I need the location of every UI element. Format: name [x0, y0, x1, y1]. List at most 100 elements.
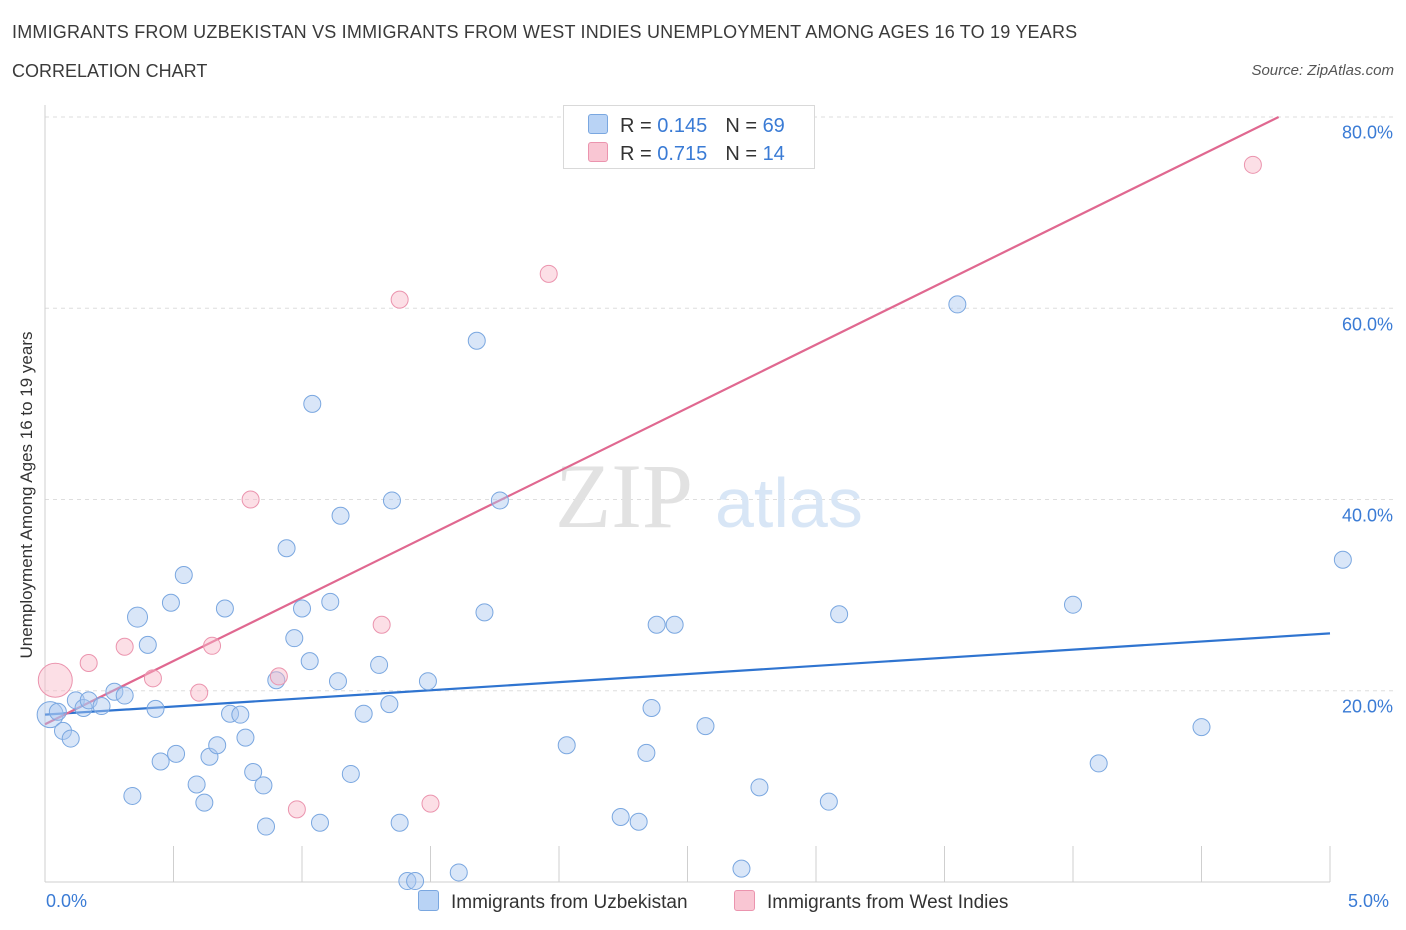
- data-points: [36, 155, 1352, 891]
- data-point-uzbekistan: [341, 764, 360, 783]
- x-tick-label: 5.0%: [1348, 891, 1390, 911]
- data-point-uzbekistan: [310, 813, 329, 832]
- data-point-west-indies: [269, 667, 288, 686]
- watermark-atlas: atlas: [715, 464, 863, 542]
- data-point-uzbekistan: [293, 599, 311, 618]
- data-point-uzbekistan: [61, 729, 80, 748]
- data-point-uzbekistan: [647, 615, 666, 634]
- y-axis-label: Unemployment Among Ages 16 to 19 years: [17, 331, 36, 659]
- data-point-west-indies: [79, 654, 98, 673]
- data-point-uzbekistan: [750, 778, 769, 797]
- data-point-uzbekistan: [146, 699, 165, 718]
- data-point-uzbekistan: [490, 491, 509, 510]
- data-point-uzbekistan: [354, 704, 373, 723]
- data-point-uzbekistan: [1192, 718, 1211, 737]
- bottom-legend-swatch-uzbekistan: [418, 890, 439, 911]
- data-point-uzbekistan: [629, 812, 648, 831]
- y-tick-label: 60.0%: [1341, 314, 1393, 335]
- data-point-west-indies: [287, 800, 306, 819]
- data-point-west-indies: [190, 683, 209, 702]
- data-point-uzbekistan: [398, 872, 417, 891]
- data-point-uzbekistan: [611, 807, 630, 826]
- data-point-uzbekistan: [449, 863, 468, 882]
- legend-r-value: 0.715: [657, 143, 708, 165]
- data-point-uzbekistan: [92, 697, 111, 716]
- bottom-legend-west-indies: Immigrants from West Indies: [734, 890, 1008, 914]
- data-point-uzbekistan: [208, 736, 227, 755]
- bottom-legend-label: Immigrants from Uzbekistan: [451, 892, 688, 913]
- legend-n-label: N =: [725, 143, 763, 165]
- chart-title: IMMIGRANTS FROM UZBEKISTAN VS IMMIGRANTS…: [12, 22, 1078, 42]
- data-point-uzbekistan: [1064, 595, 1082, 614]
- data-point-west-indies: [37, 662, 73, 698]
- data-point-uzbekistan: [257, 817, 276, 836]
- data-point-uzbekistan: [696, 717, 715, 736]
- data-point-uzbekistan: [123, 786, 142, 805]
- data-point-west-indies: [390, 290, 409, 309]
- legend-row-uzbekistan: R = 0.145 N = 69: [588, 114, 785, 138]
- data-point-uzbekistan: [665, 615, 684, 634]
- data-point-uzbekistan: [331, 506, 350, 525]
- data-point-uzbekistan: [221, 704, 240, 723]
- data-point-uzbekistan: [277, 539, 296, 558]
- data-point-uzbekistan: [390, 813, 409, 832]
- data-point-uzbekistan: [1089, 754, 1108, 773]
- watermark: ZIP atlas: [555, 445, 863, 547]
- watermark-zip: ZIP: [555, 445, 693, 547]
- data-point-west-indies: [203, 636, 222, 655]
- data-point-uzbekistan: [321, 592, 340, 611]
- data-point-uzbekistan: [642, 698, 661, 717]
- legend-n-value: 69: [762, 115, 785, 137]
- legend-r-value: 0.145: [657, 115, 708, 137]
- y-tick-label: 80.0%: [1341, 122, 1393, 143]
- data-point-uzbekistan: [66, 691, 85, 710]
- gridlines: [45, 116, 1395, 692]
- trend-line-west-indies: [44, 116, 1280, 726]
- data-point-uzbekistan: [115, 686, 134, 705]
- axes: [44, 105, 1331, 883]
- data-point-uzbekistan: [138, 635, 157, 654]
- legend-r-label: R =: [620, 115, 658, 137]
- y-tick-label: 40.0%: [1341, 505, 1393, 526]
- correlation-legend: R = 0.145 N = 69 R = 0.715 N = 14: [563, 105, 815, 169]
- data-point-uzbekistan: [1333, 550, 1352, 569]
- data-point-west-indies: [421, 794, 440, 813]
- data-point-uzbekistan: [467, 331, 486, 350]
- data-point-uzbekistan: [244, 763, 263, 782]
- data-point-uzbekistan: [303, 394, 322, 413]
- data-point-west-indies: [143, 669, 162, 688]
- data-point-uzbekistan: [285, 629, 304, 648]
- data-point-uzbekistan: [195, 793, 214, 812]
- data-point-west-indies: [539, 264, 558, 283]
- data-point-uzbekistan: [557, 736, 576, 755]
- data-point-uzbekistan: [231, 705, 250, 724]
- data-point-uzbekistan: [174, 566, 193, 585]
- data-point-uzbekistan: [328, 672, 347, 691]
- data-point-uzbekistan: [254, 776, 273, 795]
- data-point-uzbekistan: [406, 872, 425, 891]
- bottom-legend-uzbekistan: Immigrants from Uzbekistan: [418, 890, 688, 914]
- data-point-uzbekistan: [105, 682, 124, 701]
- data-point-west-indies: [372, 615, 391, 634]
- data-point-uzbekistan: [236, 728, 255, 747]
- data-point-uzbekistan: [127, 606, 149, 628]
- data-point-uzbekistan: [167, 744, 186, 763]
- data-point-uzbekistan: [637, 743, 656, 762]
- data-point-west-indies: [1243, 155, 1262, 174]
- trend-line-uzbekistan: [44, 632, 1331, 716]
- x-tick-label: 0.0%: [46, 891, 88, 911]
- data-point-uzbekistan: [830, 605, 849, 624]
- data-point-uzbekistan: [48, 702, 67, 721]
- legend-n-label: N =: [725, 115, 763, 137]
- legend-swatch-uzbekistan: [588, 114, 608, 134]
- bottom-legend-swatch-west-indies: [734, 890, 755, 911]
- legend-r-label: R =: [620, 143, 658, 165]
- source-credit: Source: ZipAtlas.com: [1251, 62, 1394, 79]
- data-point-uzbekistan: [300, 652, 319, 671]
- data-point-west-indies: [241, 490, 260, 509]
- chart-subtitle: CORRELATION CHART: [12, 61, 208, 81]
- y-tick-label: 20.0%: [1341, 696, 1393, 717]
- data-point-uzbekistan: [819, 792, 838, 811]
- data-point-uzbekistan: [151, 752, 170, 771]
- data-point-uzbekistan: [161, 593, 180, 612]
